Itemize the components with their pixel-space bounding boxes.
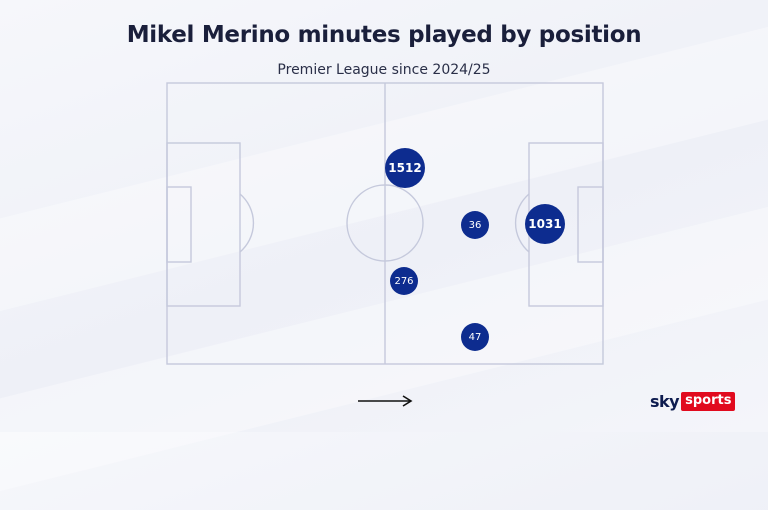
position-bubble-left-wing: 47 — [461, 323, 489, 351]
right-six-yard-box — [577, 186, 604, 263]
position-bubble-centre-midfield-lower: 276 — [390, 267, 418, 295]
football-pitch — [166, 82, 604, 365]
left-penalty-area — [166, 142, 241, 307]
logo-sky-text: sky — [650, 391, 680, 411]
left-penalty-arc — [239, 193, 255, 253]
sky-sports-logo: sky sports — [650, 391, 736, 411]
chart-subtitle: Premier League since 2024/25 — [277, 62, 491, 78]
attack-direction-arrow-icon — [358, 395, 413, 407]
centre-circle — [346, 184, 424, 262]
position-bubble-striker: 1031 — [525, 204, 565, 244]
position-bubble-centre-midfield-upper: 1512 — [385, 148, 425, 188]
chart-title: Mikel Merino minutes played by position — [126, 22, 642, 48]
left-six-yard-box — [166, 186, 192, 263]
logo-sports-text: sports — [681, 391, 736, 411]
position-bubble-attacking-midfield: 36 — [461, 211, 489, 239]
right-penalty-arc — [514, 193, 530, 253]
